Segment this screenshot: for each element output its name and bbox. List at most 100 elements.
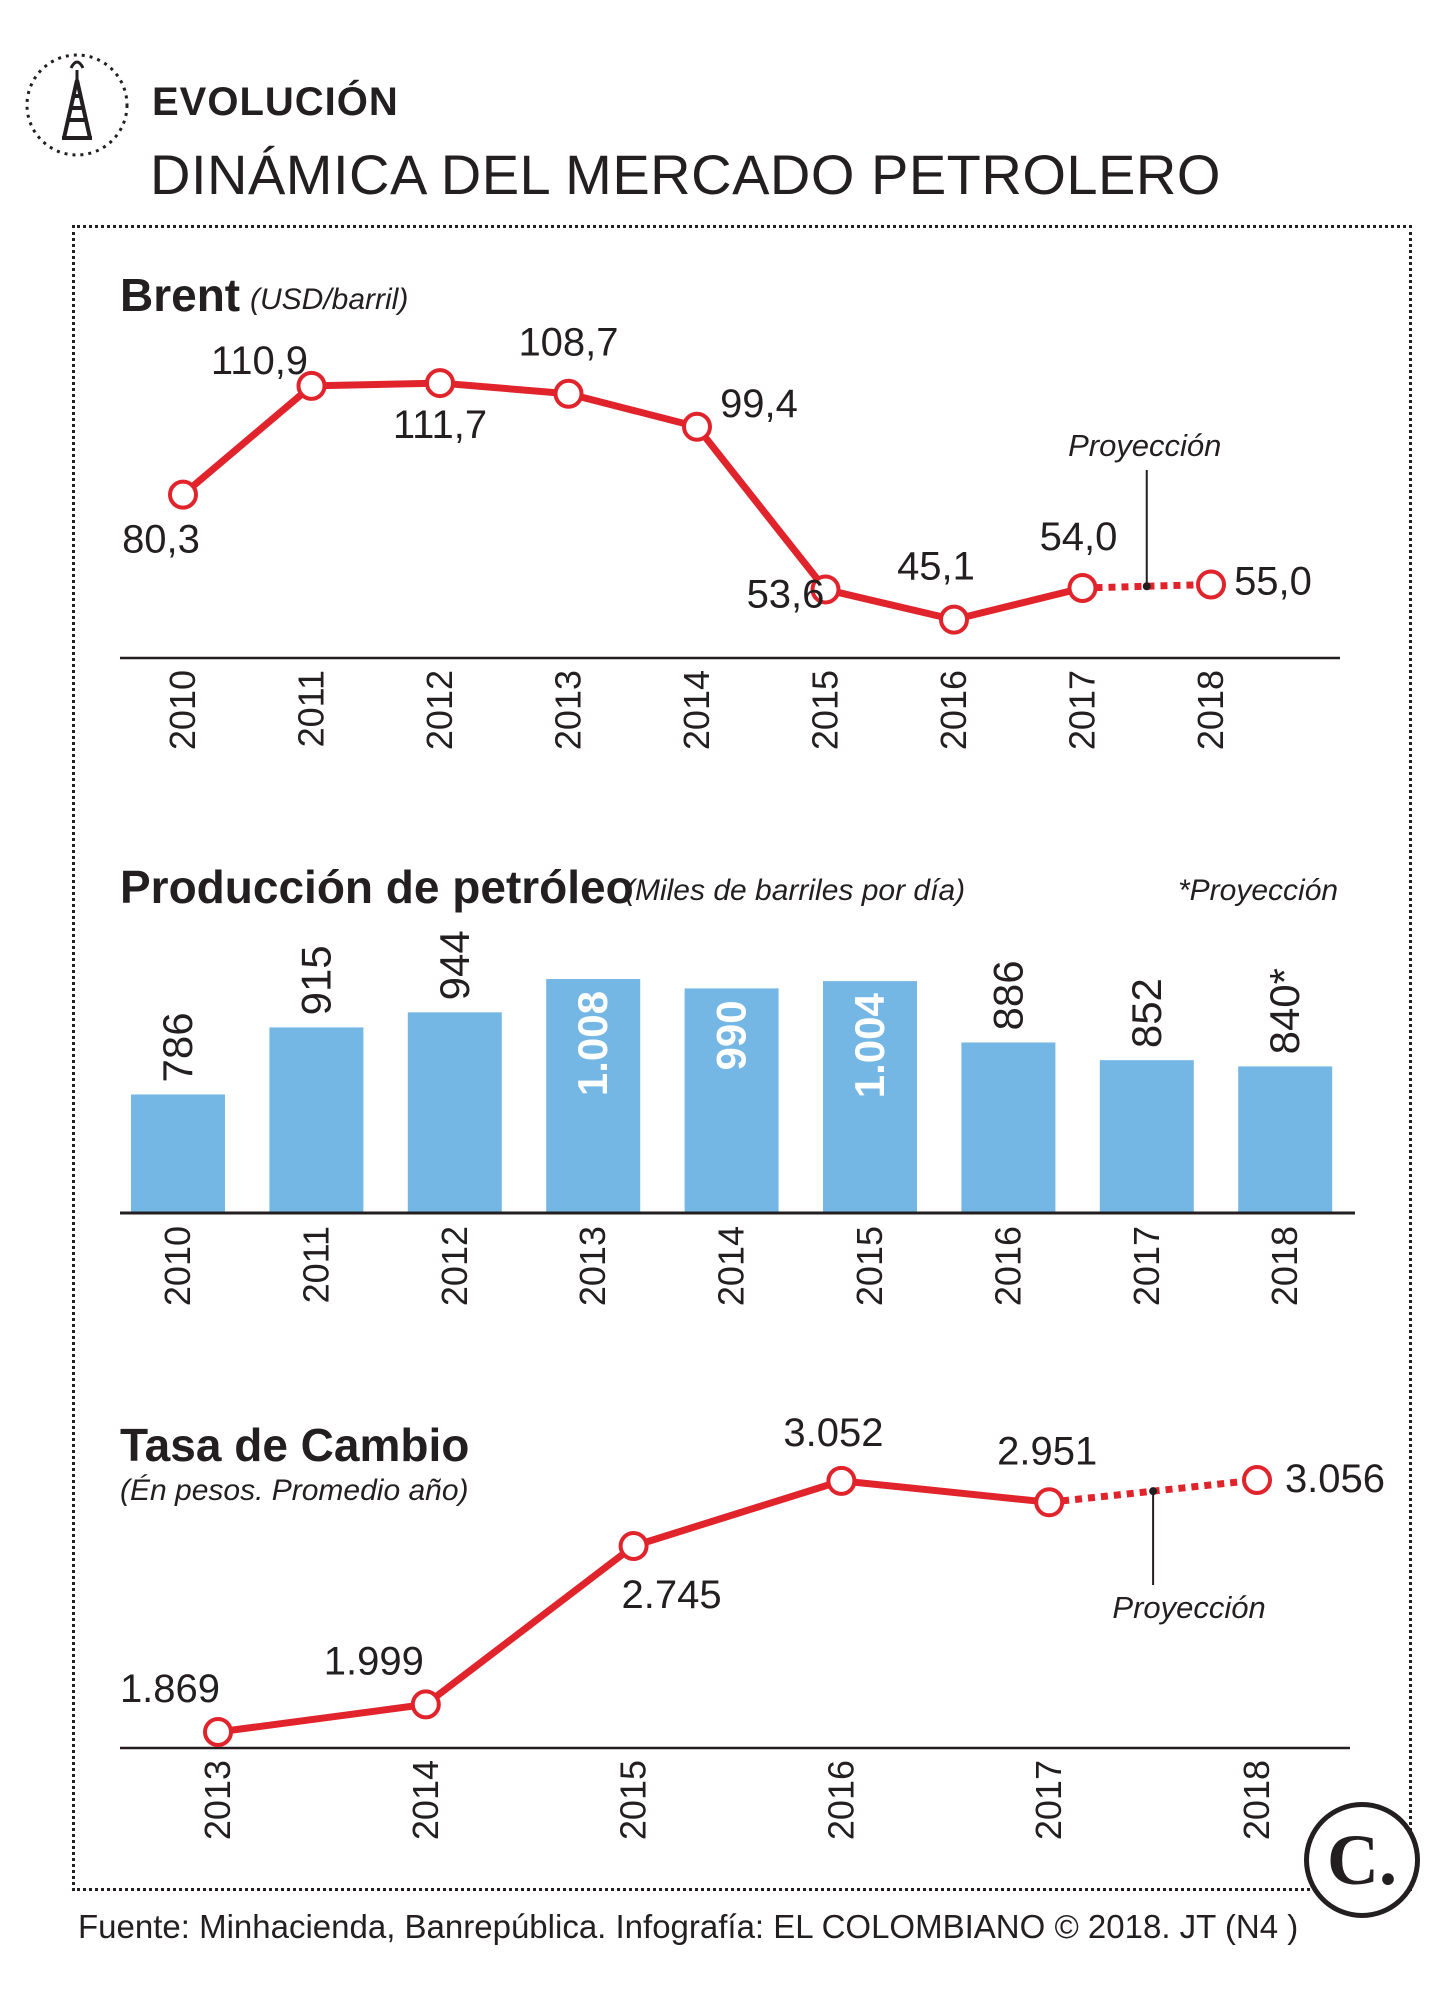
brent-segment-2012-2013	[439, 379, 569, 398]
brent-tick-2018: 2018	[1190, 670, 1231, 750]
production-bar-2012	[407, 1012, 502, 1212]
brent-segment-2016-2017	[953, 584, 1084, 624]
brent-tick-2013: 2013	[548, 670, 589, 750]
brent-segment-2010-2011	[180, 383, 314, 498]
brent-tick-2014: 2014	[676, 670, 717, 750]
brent-data-label-2016: 45,1	[897, 545, 975, 589]
production-tick-2016: 2016	[987, 1226, 1028, 1306]
fx-data-label-2017: 2.951	[997, 1429, 1097, 1473]
fx-tick-2015: 2015	[613, 1760, 654, 1840]
brent-tick-2012: 2012	[419, 670, 460, 750]
production-data-label-2012: 944	[431, 930, 478, 1000]
brent-point-2010	[168, 479, 198, 510]
production-data-label-2016: 886	[984, 960, 1031, 1030]
fx-data-label-2015: 2.745	[622, 1573, 722, 1617]
production-tick-2010: 2010	[157, 1226, 198, 1306]
kicker-label: EVOLUCIÓN	[152, 80, 399, 124]
production-title: Producción de petróleo	[120, 861, 634, 913]
brent-subtitle: (USD/barril)	[250, 283, 409, 316]
fx-projection-label: Proyección	[1112, 1590, 1265, 1625]
page-title: DINÁMICA DEL MERCADO PETROLERO	[150, 143, 1221, 206]
brent-point-2015	[810, 574, 841, 605]
brent-point-2013	[553, 378, 584, 409]
production-tick-2012: 2012	[434, 1226, 475, 1306]
content-frame	[72, 225, 1412, 1891]
brent-point-2011	[296, 370, 327, 401]
brent-point-2018	[1196, 569, 1226, 600]
brent-tick-2010: 2010	[162, 670, 203, 750]
brent-data-label-2014: 99,4	[720, 382, 798, 426]
el-colombiano-logo: C.	[1304, 1802, 1420, 1918]
fx-tick-2016: 2016	[820, 1760, 861, 1840]
brent-point-2017	[1067, 573, 1098, 604]
production-data-label-2014: 990	[708, 1000, 755, 1070]
fx-point-2016	[826, 1465, 857, 1496]
brent-data-label-2010: 80,3	[122, 518, 200, 562]
production-projection-note: *Proyección	[1178, 874, 1339, 907]
production-tick-2011: 2011	[295, 1226, 336, 1303]
brent-tick-2015: 2015	[805, 670, 846, 750]
brent-point-2012	[425, 368, 455, 399]
fx-point-2013	[203, 1717, 233, 1747]
production-bar-2014	[684, 988, 779, 1212]
production-bar-2011	[269, 1027, 364, 1212]
fx-point-2014	[410, 1689, 441, 1720]
brent-tick-2011: 2011	[291, 670, 332, 747]
brent-tick-2017: 2017	[1062, 670, 1103, 750]
production-bar-2018	[1238, 1066, 1333, 1212]
fx-point-2015	[618, 1531, 649, 1562]
production-data-label-2010: 786	[154, 1012, 201, 1082]
fx-tick-2013: 2013	[197, 1760, 238, 1840]
fx-tick-2014: 2014	[405, 1760, 446, 1840]
fx-tick-2018: 2018	[1236, 1760, 1277, 1840]
oil-rig-icon	[25, 53, 129, 157]
production-bar-2013	[546, 979, 641, 1212]
fx-data-label-2013: 1.869	[120, 1667, 220, 1711]
fx-tick-2017: 2017	[1028, 1760, 1069, 1840]
production-bar-2015	[823, 981, 917, 1212]
brent-data-label-2012: 111,7	[393, 403, 487, 447]
fx-data-label-2016: 3.052	[783, 1411, 883, 1455]
fx-segment-2013-2014	[217, 1700, 427, 1736]
fx-segment-2014-2015	[423, 1543, 636, 1708]
production-data-label-2011: 915	[292, 945, 339, 1015]
production-data-label-2018: 840*	[1261, 968, 1308, 1054]
fx-point-2017	[1034, 1487, 1065, 1518]
fx-point-2018	[1242, 1465, 1272, 1495]
production-tick-2013: 2013	[572, 1226, 613, 1306]
production-bar-2010	[131, 1094, 225, 1212]
production-bar-2017	[1099, 1060, 1194, 1212]
brent-tick-2016: 2016	[933, 670, 974, 750]
fx-data-label-2014: 1.999	[324, 1639, 424, 1683]
production-data-label-2013: 1.008	[569, 991, 616, 1096]
brent-data-label-2011: 110,9	[211, 339, 308, 383]
production-tick-2017: 2017	[1126, 1226, 1167, 1306]
brent-segment-2017-2018	[1082, 580, 1212, 592]
brent-segment-2015-2016	[824, 586, 955, 624]
brent-data-label-2013: 108,7	[518, 321, 618, 365]
production-subtitle: (Miles de barriles por día)	[625, 874, 966, 907]
brent-data-label-2015: 53,6	[747, 572, 825, 616]
production-data-label-2017: 852	[1123, 978, 1170, 1048]
fx-title: Tasa de Cambio	[120, 1419, 470, 1471]
footer-source: Fuente: Minhacienda, Banrepública. Infog…	[78, 1908, 1299, 1945]
brent-title: Brent	[120, 269, 241, 321]
production-tick-2018: 2018	[1264, 1226, 1305, 1306]
brent-point-2014	[682, 411, 712, 442]
brent-segment-2013-2014	[567, 390, 698, 431]
production-data-label-2015: 1.004	[846, 992, 893, 1098]
production-bar-2016	[961, 1042, 1056, 1212]
fx-subtitle: (Én pesos. Promedio año)	[120, 1474, 469, 1507]
fx-data-label-2018: 3.056	[1285, 1457, 1385, 1501]
brent-segment-2011-2012	[311, 379, 441, 390]
production-tick-2014: 2014	[711, 1226, 752, 1306]
brent-projection-label: Proyección	[1068, 428, 1221, 463]
brent-segment-2014-2015	[694, 424, 829, 592]
production-tick-2015: 2015	[849, 1226, 890, 1306]
brent-point-2016	[939, 604, 969, 635]
fx-segment-2015-2016	[632, 1477, 843, 1550]
brent-data-label-2017: 54,0	[1040, 515, 1118, 559]
fx-segment-2016-2017	[841, 1477, 1050, 1506]
brent-data-label-2018: 55,0	[1234, 559, 1312, 603]
